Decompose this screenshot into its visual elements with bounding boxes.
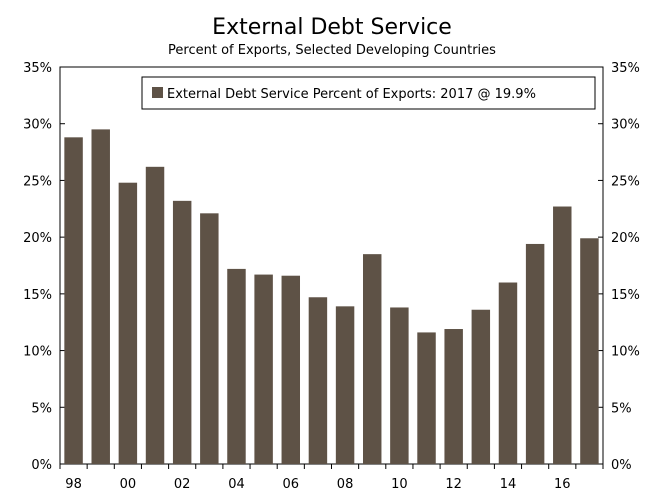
bar-2004	[227, 268, 246, 464]
y-tick-label-left: 15%	[23, 288, 52, 303]
bar-2017	[580, 238, 599, 464]
x-tick-label: 02	[174, 477, 191, 492]
bar-2000	[118, 182, 138, 464]
legend: External Debt Service Percent of Exports…	[141, 76, 596, 110]
y-tick-label-left: 35%	[23, 61, 52, 76]
bar-series	[64, 129, 599, 465]
y-tick-label-left: 25%	[23, 174, 52, 189]
bar-2014	[498, 282, 518, 464]
y-tick-label-left: 20%	[23, 231, 52, 246]
x-tick-label: 04	[228, 477, 245, 492]
x-tick-label: 06	[283, 477, 300, 492]
chart-subtitle: Percent of Exports, Selected Developing …	[168, 43, 496, 58]
bar-1998	[64, 137, 83, 464]
x-tick-label: 12	[445, 477, 462, 492]
bar-2006	[281, 275, 301, 464]
y-tick-label-right: 20%	[611, 231, 640, 246]
bar-2008	[335, 306, 355, 464]
legend-swatch	[152, 87, 163, 98]
y-tick-label-left: 0%	[31, 458, 52, 473]
x-tick-label: 10	[391, 477, 408, 492]
y-tick-label-left: 10%	[23, 345, 52, 360]
bar-2011	[417, 332, 436, 464]
chart-title: External Debt Service	[212, 15, 452, 40]
bar-2015	[525, 243, 545, 464]
bar-2013	[471, 309, 491, 464]
bar-2016	[553, 206, 572, 464]
y-tick-label-right: 30%	[611, 118, 640, 133]
x-tick-label: 00	[120, 477, 137, 492]
bar-2001	[145, 166, 165, 464]
bar-2012	[444, 329, 463, 464]
x-tick-label: 08	[337, 477, 354, 492]
legend-box	[141, 76, 596, 110]
y-tick-label-right: 25%	[611, 174, 640, 189]
y-axis: 0% 0% 5% 5% 10% 10% 15% 15% 20% 20% 25% 25% 30% 30% 35…	[23, 61, 640, 473]
plot-frame	[59, 66, 604, 465]
legend-label: External Debt Service Percent of Exports…	[167, 87, 536, 102]
y-tick-label-left: 30%	[23, 118, 52, 133]
bar-2005	[254, 274, 273, 464]
bar-1999	[91, 129, 110, 464]
x-tick-label: 98	[65, 477, 82, 492]
bar-2010	[390, 307, 409, 464]
y-tick-label-right: 15%	[611, 288, 640, 303]
y-tick-label-right: 5%	[611, 401, 632, 416]
y-tick-label-left: 5%	[31, 401, 52, 416]
bar-2002	[172, 200, 192, 465]
bar-2007	[308, 297, 328, 464]
bar-2003	[200, 213, 219, 464]
x-tick-label: 14	[500, 477, 517, 492]
y-tick-label-right: 0%	[611, 458, 632, 473]
x-axis: 98 00 02 04 06 08 10 12 14 16	[59, 464, 604, 492]
y-tick-label-right: 35%	[611, 61, 640, 76]
bar-2009	[362, 254, 382, 464]
x-tick-label: 16	[554, 477, 571, 492]
y-tick-label-right: 10%	[611, 345, 640, 360]
